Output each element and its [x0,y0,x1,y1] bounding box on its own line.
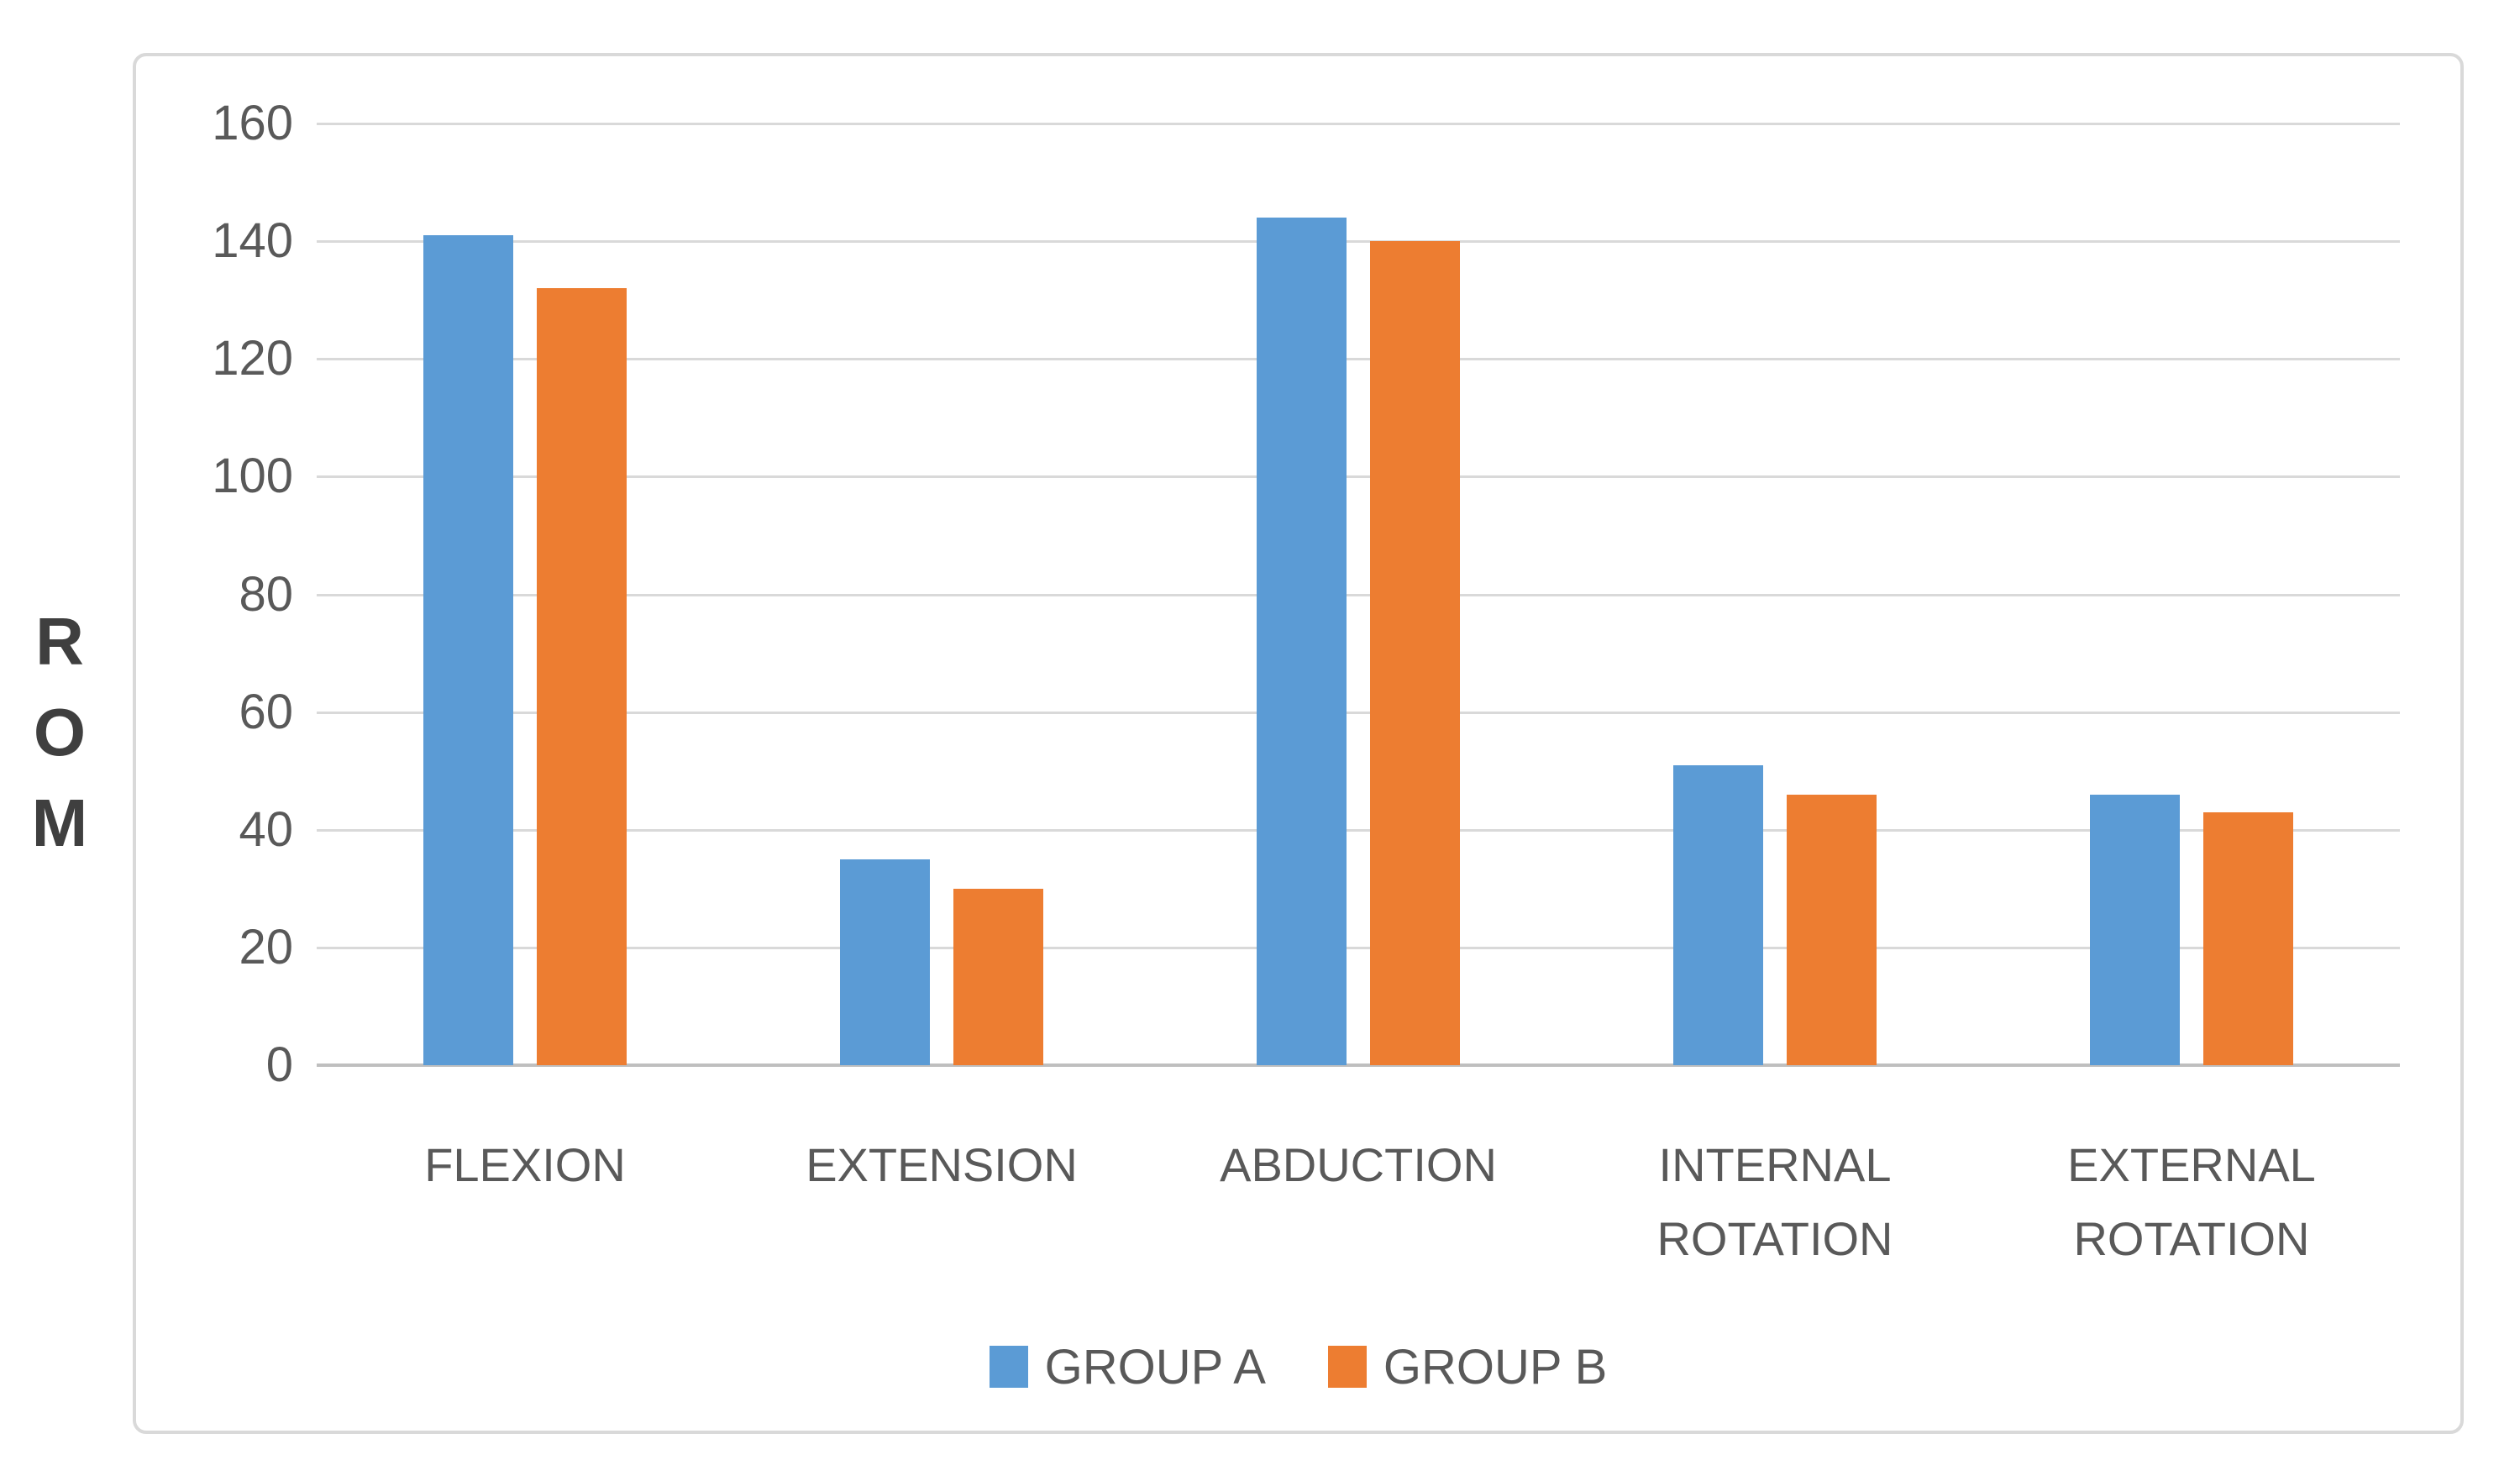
bar-group-a-flexion[interactable] [423,235,513,1065]
legend-label: GROUP B [1383,1339,1608,1394]
legend-label: GROUP A [1044,1339,1266,1394]
y-axis-title-letter: O [33,695,87,769]
bar-group-b-internal-rotation[interactable] [1787,794,1877,1065]
x-axis-category-label-line: ROTATION [1656,1212,1893,1265]
y-axis-title-letter: R [35,604,84,679]
y-axis-tick-label: 40 [239,801,293,857]
y-axis-title-letter: M [31,785,88,860]
y-gridline [317,946,2400,949]
y-axis-tick-label: 160 [212,96,293,150]
y-gridline [317,828,2400,832]
x-axis-category-label-line: ROTATION [2073,1212,2310,1265]
x-axis-category-label-line: FLEXION [424,1138,626,1191]
y-gridline [317,593,2400,596]
bar-group-a-external-rotation[interactable] [2090,794,2180,1065]
legend-item-group-a[interactable]: GROUP A [989,1339,1266,1395]
chart-container[interactable]: GROUP A GROUP B 0 20 40 60 80 100 120 140 160 FLEX… [133,53,2464,1434]
x-axis-category-label: EXTERNAL ROTATION [1983,1128,2400,1276]
x-axis-category-label-line: EXTERNAL [2067,1138,2316,1191]
y-axis-tick-label: 0 [265,1037,293,1092]
bar-group-a-extension[interactable] [840,859,930,1065]
y-gridline [317,358,2400,361]
bar-group-b-external-rotation[interactable] [2203,811,2293,1065]
bar-group-b-extension[interactable] [953,888,1043,1065]
y-axis-tick-label: 80 [239,566,293,622]
x-axis-category-label: FLEXION [317,1128,733,1202]
x-axis-category-label: INTERNAL ROTATION [1567,1128,1983,1276]
y-axis-tick-label: 20 [239,919,293,974]
bar-group-a-internal-rotation[interactable] [1673,764,1763,1065]
y-gridline [317,475,2400,479]
x-axis-category-label-line: ABDUCTION [1220,1138,1497,1191]
x-axis-category-label-line: INTERNAL [1658,1138,1892,1191]
x-axis-category-label-line: EXTENSION [806,1138,1078,1191]
y-axis-tick-label: 140 [212,213,293,269]
legend: GROUP A GROUP B [136,1333,2460,1400]
y-axis-tick-label: 120 [212,331,293,386]
plot-area [317,123,2400,1067]
y-gridline [317,240,2400,244]
bar-group-a-abduction[interactable] [1257,218,1347,1065]
y-axis-tick-label: 60 [239,684,293,739]
x-axis-category-label: EXTENSION [733,1128,1150,1202]
y-gridline [317,123,2400,125]
bar-group-b-abduction[interactable] [1370,241,1460,1065]
x-axis-line [317,1063,2400,1067]
bar-group-b-flexion[interactable] [537,288,627,1065]
y-gridline [317,711,2400,714]
legend-swatch-icon [989,1346,1028,1388]
x-axis-category-label: ABDUCTION [1150,1128,1567,1202]
legend-swatch-icon [1327,1346,1367,1388]
legend-item-group-b[interactable]: GROUP B [1327,1339,1608,1395]
y-axis-tick-label: 100 [212,449,293,504]
